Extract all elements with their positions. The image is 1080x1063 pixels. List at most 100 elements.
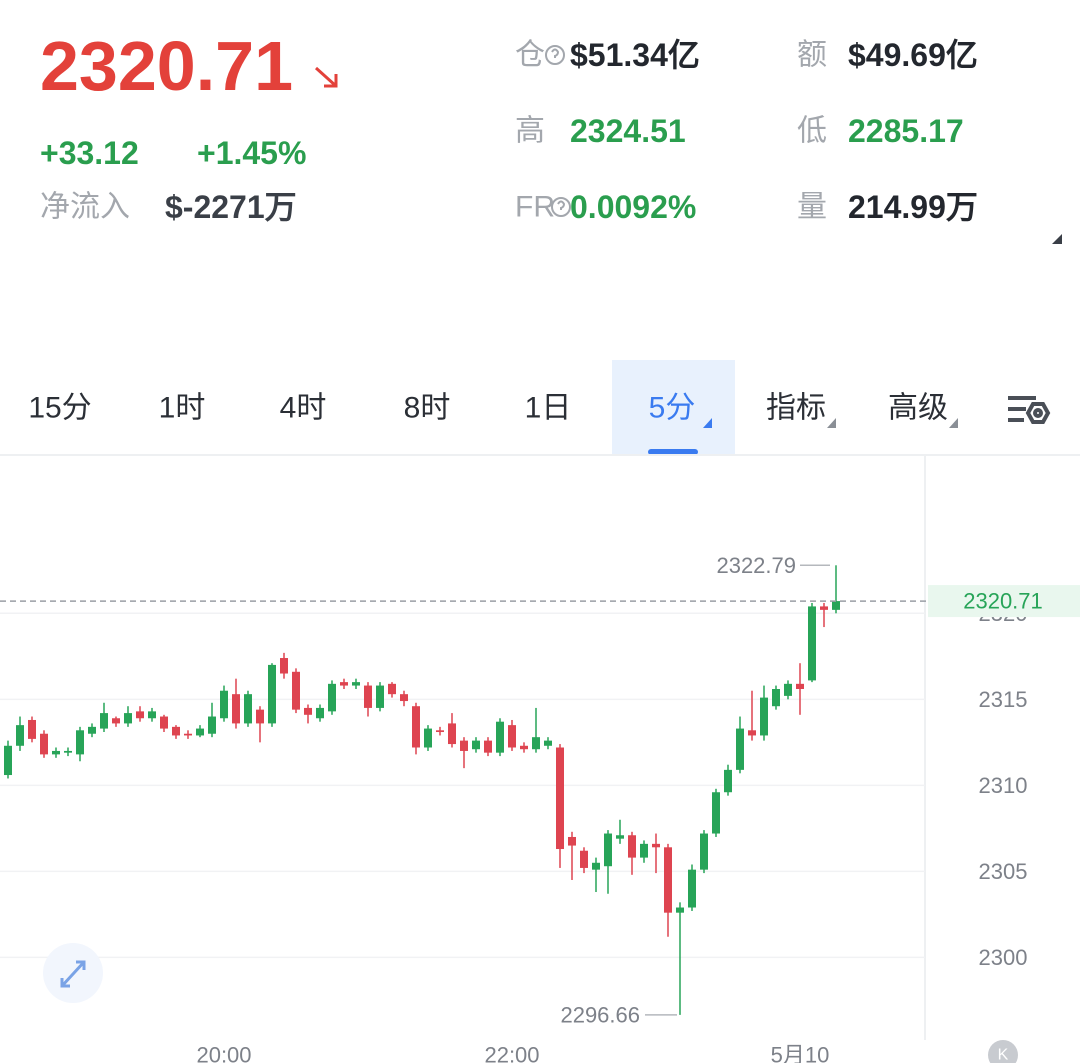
settings-icon[interactable] [1008,396,1051,424]
stat-value: 214.99万 [848,189,978,225]
stat-label: 低 [797,115,827,148]
dropdown-triangle [949,418,958,428]
netflow-label: 净流入 [40,191,130,224]
tab[interactable]: 5分 [649,392,696,425]
candle-body [208,716,216,734]
tab[interactable]: 8时 [404,392,451,425]
candle-body [400,694,408,702]
candle-body [796,683,804,689]
candle-body [4,745,12,776]
tab-bar: 15分 1时 4时 8时 1日 5分 指标 高级 [28,392,958,428]
candle-body [772,689,780,707]
candle-body [352,682,360,686]
candle-body [808,606,816,681]
stat-label: 量 [797,191,827,224]
candle-body [160,716,168,729]
tab[interactable]: 指标 [766,392,826,425]
candle-body [544,740,552,746]
y-tick-label: 2305 [979,859,1028,884]
candle-body [820,606,828,610]
help-icon[interactable] [551,197,571,217]
candle-body [520,745,528,750]
help-icon-mark [557,200,566,210]
candle-body [784,683,792,696]
candle-body [100,713,108,729]
candle-body [196,728,204,736]
candle-body [532,737,540,750]
candle-body [364,685,372,708]
dropdown-triangle [703,418,712,428]
candle-body [28,719,36,739]
stat-value: $49.69亿 [848,37,978,73]
change: +33.12 [40,135,139,171]
candle-body [388,683,396,695]
y-tick-label: 2300 [979,945,1028,970]
candle-body [664,847,672,913]
stat-value: 2324.51 [570,113,686,149]
x-tick-label: 5月10 [771,1043,830,1063]
candle-body [604,833,612,867]
candle-body [832,601,840,610]
netflow: $-2271万 [165,189,297,225]
y-tick-label: 2315 [979,687,1028,712]
candle-body [472,740,480,750]
candle-body [760,697,768,736]
candle-body [292,671,300,710]
tab[interactable]: 高级 [888,392,948,425]
candle-body [136,711,144,719]
candle-body [232,694,240,724]
candle-body [736,728,744,770]
candle-body [412,706,420,748]
candle-body [328,683,336,712]
chart: 2300230523102315232020:0022:005月102322.7… [0,553,1080,1063]
candle-body [496,721,504,753]
stat-label: 仓 [515,39,545,72]
x-tick-label: 22:00 [484,1043,539,1063]
last-price-box [928,585,1080,618]
selected-tab-bg [612,360,735,455]
candle-body [76,730,84,755]
candle-body [340,682,348,686]
candle-body [88,726,96,734]
tab[interactable]: 15分 [28,392,91,425]
tab[interactable]: 1日 [525,392,572,425]
candle-body [748,730,756,736]
dropdown-triangle [827,418,836,428]
candle-body [580,850,588,868]
candle-body [724,769,732,793]
stat-value: $51.34亿 [570,37,700,73]
stat-value: 2285.17 [848,113,964,149]
candle-body [448,723,456,745]
candle-body [712,792,720,834]
candle-body [148,711,156,719]
candle-body [16,725,24,746]
candle-body [112,718,120,724]
candle-body [172,726,180,736]
y-tick-label: 2310 [979,773,1028,798]
badge-text: K [998,1047,1009,1063]
candle-body [652,843,660,848]
candle-body [424,728,432,748]
candle-body [316,707,324,719]
high-label: 2322.79 [716,553,796,578]
last-price-label: 2320.71 [963,589,1043,614]
candle-body [376,685,384,708]
candle-body [640,843,648,858]
candle-body [676,907,684,913]
tab[interactable]: 1时 [159,392,206,425]
help-icon[interactable] [545,45,565,65]
candle-body [688,869,696,908]
stat-value: 0.0092% [570,189,696,225]
expand-icon[interactable] [43,943,103,1003]
candle-body [280,658,288,674]
corner-triangle [1052,234,1062,244]
candle-body [124,713,132,724]
stat-label: FR [515,191,555,224]
candle-body [616,835,624,839]
candle-body [700,833,708,870]
tab[interactable]: 4时 [280,392,327,425]
help-icon-mark [551,48,560,58]
candle-body [64,750,72,753]
